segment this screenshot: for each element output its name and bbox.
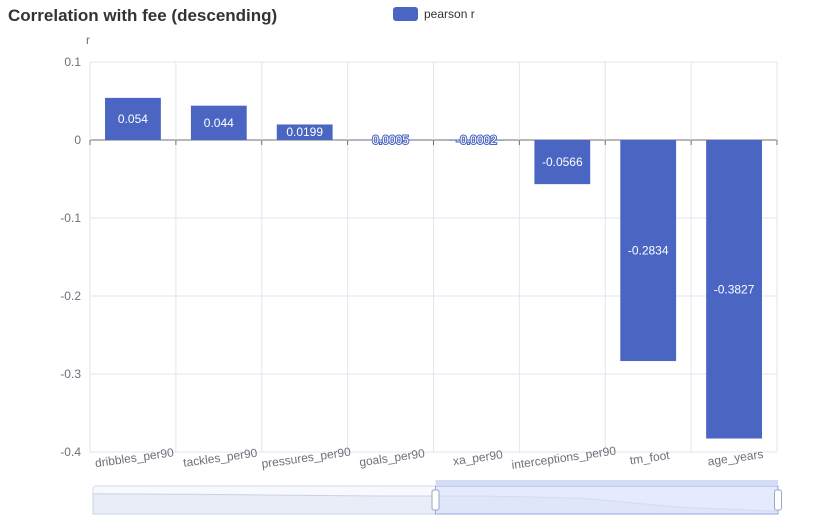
bar-value-label: -0.3827 bbox=[714, 282, 755, 296]
bar-value-label: -0.0002 bbox=[456, 133, 497, 147]
x-tick-label: goals_per90 bbox=[358, 446, 426, 469]
zoom-selected-range[interactable] bbox=[435, 485, 779, 515]
bar[interactable] bbox=[448, 140, 505, 141]
bars: 0.054 0.044 0.0199 0.0005 -0.0002 -0.0566 -0.2… bbox=[105, 97, 762, 439]
bar[interactable] bbox=[620, 140, 677, 362]
bar-value-label: 0.054 bbox=[118, 112, 148, 126]
y-tick-label: -0.1 bbox=[60, 211, 81, 225]
bar-value-label: -0.0566 bbox=[542, 155, 583, 169]
zoom-handle-left[interactable] bbox=[431, 489, 440, 511]
bar-value-label: 0.044 bbox=[204, 116, 234, 130]
grid-lines bbox=[89, 61, 778, 453]
x-tick-label: dribbles_per90 bbox=[94, 445, 175, 470]
data-zoom-slider[interactable] bbox=[92, 480, 782, 515]
y-tick-label: 0 bbox=[74, 133, 81, 147]
bar-value-label: -0.2834 bbox=[628, 244, 669, 258]
y-tick-label: 0.1 bbox=[64, 55, 81, 69]
bar[interactable] bbox=[190, 105, 247, 140]
bar[interactable] bbox=[276, 124, 333, 140]
bar-value-label: 0.0199 bbox=[286, 125, 323, 139]
bar[interactable] bbox=[706, 140, 762, 439]
bar[interactable] bbox=[534, 140, 591, 185]
legend[interactable]: pearson r bbox=[393, 7, 475, 21]
x-tick-label: xa_per90 bbox=[452, 447, 504, 468]
x-tick-label: tm_foot bbox=[629, 448, 671, 468]
x-tick-label: tackles_per90 bbox=[182, 446, 258, 470]
x-tick-label: interceptions_per90 bbox=[511, 443, 618, 472]
legend-swatch bbox=[393, 7, 418, 21]
y-axis: 0.1 0 -0.1 -0.2 -0.3 -0.4 r bbox=[60, 33, 90, 459]
bar-value-label: 0.0005 bbox=[372, 133, 409, 147]
zoom-move-handle[interactable] bbox=[435, 480, 779, 486]
chart-title: Correlation with fee (descending) bbox=[8, 6, 278, 25]
x-tick-label: pressures_per90 bbox=[261, 445, 352, 471]
y-tick-label: -0.2 bbox=[60, 289, 81, 303]
zoom-handle-right[interactable] bbox=[774, 489, 782, 511]
x-tick-label: age_years bbox=[707, 447, 764, 469]
bar[interactable] bbox=[105, 97, 161, 140]
bar[interactable] bbox=[362, 139, 419, 141]
y-tick-label: -0.3 bbox=[60, 367, 81, 381]
y-axis-label: r bbox=[86, 33, 90, 47]
y-tick-label: -0.4 bbox=[60, 445, 81, 459]
legend-label: pearson r bbox=[424, 7, 475, 21]
